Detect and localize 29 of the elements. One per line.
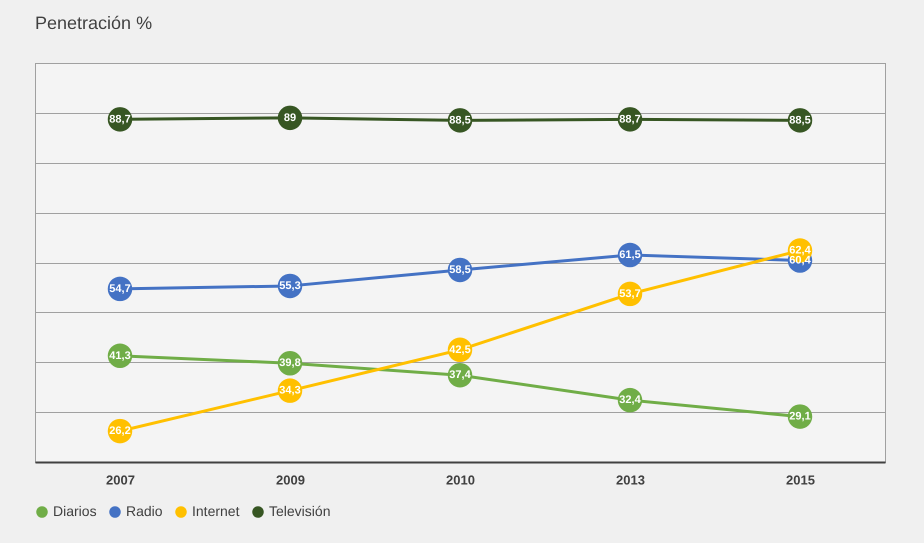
data-label: 39,8 xyxy=(279,357,301,370)
data-label: 88,5 xyxy=(449,114,471,126)
data-label: 37,4 xyxy=(449,369,472,382)
data-label: 54,7 xyxy=(109,282,131,295)
legend-label: Televisión xyxy=(269,503,330,519)
data-label: 55,3 xyxy=(279,280,301,292)
x-tick-label: 2015 xyxy=(786,472,815,488)
data-label: 34,3 xyxy=(279,384,301,397)
data-label: 62,4 xyxy=(789,244,812,257)
data-label: 41,3 xyxy=(109,350,131,362)
data-label: 89 xyxy=(284,112,296,124)
data-label: 61,5 xyxy=(619,249,641,262)
legend-label: Diarios xyxy=(53,503,97,519)
data-label: 88,7 xyxy=(619,113,641,126)
data-label: 32,4 xyxy=(619,394,642,406)
data-label: 42,5 xyxy=(449,344,471,356)
x-tick-label: 2010 xyxy=(446,472,475,488)
data-label: 58,5 xyxy=(449,264,471,276)
data-label: 88,5 xyxy=(789,114,811,126)
x-tick-label: 2013 xyxy=(616,472,645,488)
legend-label: Internet xyxy=(192,503,240,519)
legend-label: Radio xyxy=(126,503,163,519)
x-tick-label: 2009 xyxy=(276,472,305,488)
data-label: 29,1 xyxy=(789,410,811,423)
data-label: 26,2 xyxy=(109,425,131,438)
data-label: 53,7 xyxy=(619,288,641,300)
data-label: 88,7 xyxy=(109,113,131,126)
x-tick-label: 2007 xyxy=(106,472,135,488)
chart-title: Penetración % xyxy=(35,13,152,33)
